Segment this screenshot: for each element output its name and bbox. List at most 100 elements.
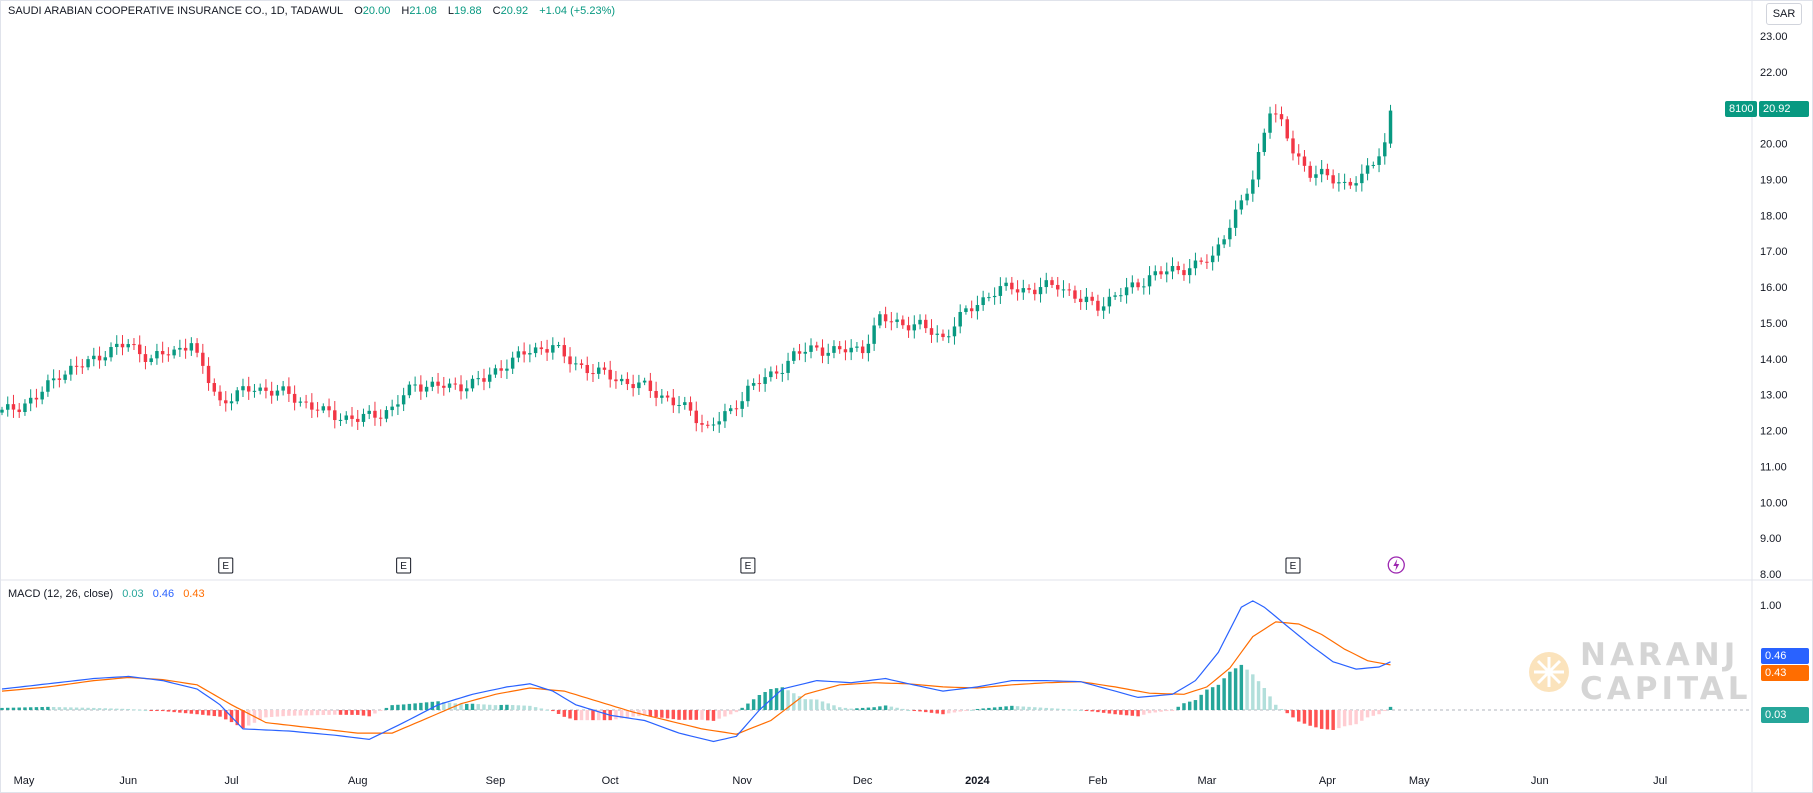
candle-body[interactable] [436,381,440,386]
candle-body[interactable] [1176,265,1180,271]
candle-body[interactable] [602,367,607,370]
candle-body[interactable] [1371,164,1376,166]
candle-body[interactable] [786,360,790,373]
candle-body[interactable] [556,345,561,347]
candle-body[interactable] [728,408,733,412]
candle-body[interactable] [665,395,670,398]
candle-body[interactable] [275,390,280,396]
macd-line[interactable] [1,600,1391,743]
candle-body[interactable] [889,321,894,323]
candle-body[interactable] [694,410,698,424]
candle-body[interactable] [614,379,618,382]
candle-body[interactable] [820,347,825,356]
candle-body[interactable] [51,378,56,381]
candle-body[interactable] [419,384,423,392]
candle-body[interactable] [992,295,997,298]
candle-body[interactable] [952,326,957,337]
candle-body[interactable] [1297,153,1301,157]
candle-body[interactable] [849,347,853,353]
candle-body[interactable] [929,328,934,335]
candle-body[interactable] [235,390,239,402]
candle-body[interactable] [17,409,21,413]
candle-body[interactable] [568,356,572,365]
candle-body[interactable] [935,333,939,335]
macd-legend[interactable]: MACD (12, 26, close) 0.03 0.46 0.43 [8,588,207,600]
candle-body[interactable] [545,349,549,353]
candle-body[interactable] [797,351,802,354]
candle-body[interactable] [281,386,285,391]
candle-body[interactable] [510,357,515,369]
candle-body[interactable] [229,401,234,404]
candle-body[interactable] [1228,227,1232,240]
candle-body[interactable] [487,374,492,382]
candle-body[interactable] [1187,268,1192,276]
candle-body[interactable] [1245,193,1249,201]
candle-body[interactable] [981,297,985,306]
candle-body[interactable] [80,366,85,368]
currency-button[interactable]: SAR [1766,3,1802,25]
candle-body[interactable] [1101,306,1106,311]
candle-body[interactable] [1021,288,1026,293]
candle-body[interactable] [493,368,498,375]
candle-body[interactable] [751,383,756,386]
candle-body[interactable] [711,424,716,426]
candle-body[interactable] [769,371,773,378]
candle-body[interactable] [1337,182,1341,184]
candle-body[interactable] [396,404,400,407]
candle-body[interactable] [947,336,951,338]
candle-body[interactable] [206,365,211,384]
candle-body[interactable] [1262,132,1267,153]
candle-body[interactable] [683,402,687,405]
candle-body[interactable] [1279,114,1284,120]
candle-body[interactable] [757,383,762,385]
candle-body[interactable] [338,419,343,421]
candle-body[interactable] [1130,282,1135,288]
candle-body[interactable] [264,387,268,391]
candle-body[interactable] [654,390,658,398]
candle-body[interactable] [361,413,366,422]
candle-body[interactable] [1136,282,1140,288]
candle-body[interactable] [1084,296,1089,303]
candle-body[interactable] [1038,287,1043,295]
earnings-marker[interactable] [1285,557,1301,574]
candle-body[interactable] [103,357,107,361]
macd-signal-line[interactable] [1,621,1391,735]
candle-body[interactable] [40,391,44,400]
candle-body[interactable] [1147,275,1152,287]
candle-body[interactable] [1291,138,1295,154]
candle-body[interactable] [1342,181,1347,183]
candle-body[interactable] [533,347,538,354]
candle-body[interactable] [941,333,945,338]
candle-body[interactable] [1159,271,1163,275]
candle-body[interactable] [1124,287,1129,296]
candle-body[interactable] [774,371,779,374]
candle-body[interactable] [327,406,331,411]
candle-body[interactable] [792,351,796,361]
candle-body[interactable] [1210,255,1215,263]
candle-body[interactable] [310,402,314,410]
candle-body[interactable] [631,384,635,389]
candle-body[interactable] [1199,260,1203,262]
candle-body[interactable] [247,386,251,392]
candle-body[interactable] [1165,271,1169,275]
candle-body[interactable] [677,404,681,406]
candle-body[interactable] [1302,156,1307,166]
candle-body[interactable] [465,388,469,392]
candle-body[interactable] [166,354,171,356]
candle-body[interactable] [315,409,320,411]
candle-body[interactable] [832,346,836,353]
candle-body[interactable] [378,417,383,419]
candle-body[interactable] [120,343,125,348]
candle-body[interactable] [367,410,371,414]
candle-body[interactable] [92,355,96,360]
candle-body[interactable] [356,418,360,422]
candle-body[interactable] [803,351,807,354]
candle-body[interactable] [476,378,480,380]
candle-body[interactable] [1015,289,1020,293]
candle-body[interactable] [579,363,584,365]
candle-body[interactable] [1388,110,1393,144]
earnings-marker[interactable] [396,557,412,574]
candle-body[interactable] [63,374,67,380]
candle-body[interactable] [344,415,348,420]
candle-body[interactable] [6,404,10,410]
